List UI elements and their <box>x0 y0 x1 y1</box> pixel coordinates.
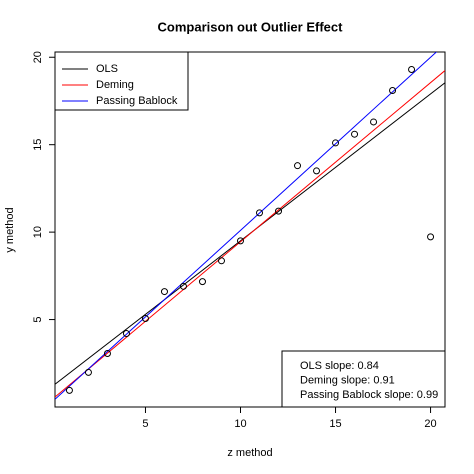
legend-label: Deming <box>96 79 134 91</box>
point <box>198 278 206 286</box>
point <box>179 282 187 290</box>
y-tick-label: 15 <box>32 139 44 151</box>
point <box>389 86 397 94</box>
point <box>427 233 435 241</box>
y-axis-label: y method <box>4 207 16 252</box>
point <box>313 167 321 175</box>
point <box>160 288 168 296</box>
y-tick-label: 20 <box>32 51 44 63</box>
x-tick-label: 15 <box>329 418 341 430</box>
point <box>408 65 416 73</box>
point <box>275 207 283 215</box>
y-tick-label: 5 <box>32 316 44 322</box>
point <box>217 257 225 265</box>
point <box>103 349 111 357</box>
x-axis-label: z method <box>227 447 272 459</box>
fit-line <box>55 52 438 400</box>
annotation: Passing Bablock slope: 0.99 <box>300 389 438 401</box>
point <box>294 162 302 170</box>
legend-box <box>54 51 189 111</box>
point <box>332 139 340 147</box>
x-tick-label: 5 <box>142 418 148 430</box>
point <box>84 368 92 376</box>
point <box>370 118 378 126</box>
point <box>65 386 73 394</box>
point <box>351 130 359 138</box>
y-tick-label: 10 <box>32 226 44 238</box>
chart-title: Comparison out Outlier Effect <box>158 19 344 34</box>
point <box>256 209 264 217</box>
point <box>122 330 130 338</box>
x-tick-label: 20 <box>424 418 436 430</box>
annotation: Deming slope: 0.91 <box>300 374 395 386</box>
plot-frame <box>54 51 446 408</box>
annotation: OLS slope: 0.84 <box>300 360 379 372</box>
legend-label: OLS <box>96 63 118 75</box>
legend-label: Passing Bablock <box>96 95 178 107</box>
fit-line <box>55 70 445 398</box>
point <box>141 315 149 323</box>
point <box>236 237 244 245</box>
x-tick-label: 10 <box>234 418 246 430</box>
annotation-box <box>281 350 446 408</box>
plot-area <box>55 52 445 400</box>
